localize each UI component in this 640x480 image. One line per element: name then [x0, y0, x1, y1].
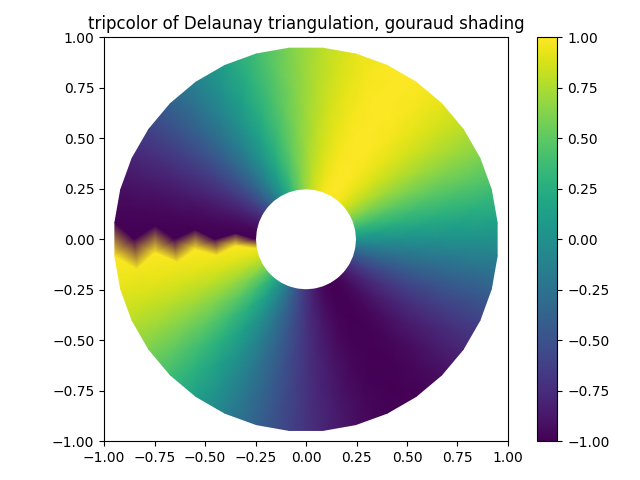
Title: tripcolor of Delaunay triangulation, gouraud shading: tripcolor of Delaunay triangulation, gou…	[88, 15, 524, 33]
